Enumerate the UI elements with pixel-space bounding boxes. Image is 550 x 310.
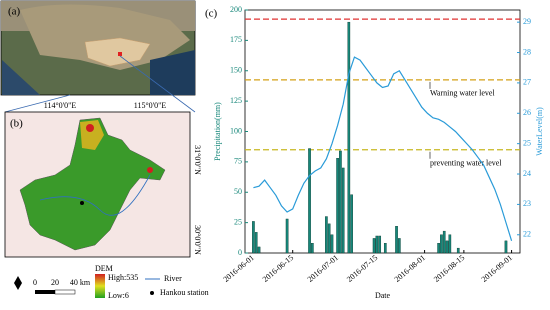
bar [350,194,353,254]
bar [285,218,289,254]
lat-label: 30°0'0"N [193,225,202,255]
y2-tick-label: 25 [523,138,531,147]
legend-title: DEM [95,264,113,273]
y-tick-label: 50 [234,187,242,196]
bar [339,150,342,254]
map-b: 114°0'0"E 115°0'0"E (b) 31°0'0"N 30°0'0"… [4,101,202,258]
bar [378,235,382,254]
map-legend: 0 20 40 km DEM High:535 Low:6 River Hank… [14,264,209,300]
bar [325,216,328,254]
x-axis-title: Date [375,291,391,300]
x-tick-label: 2016-08-15 [432,253,466,284]
y2-tick-label: 28 [523,47,531,56]
y2-axis-title: WaterLevel(m) [535,107,544,156]
legend-label: Low:6 [108,291,129,300]
y2-tick-label: 29 [523,17,531,26]
bar [252,221,255,254]
bar [383,243,387,254]
lon-label: 114°0'0"E [44,101,77,110]
scale-label: 0 [33,278,37,287]
panel-label: (b) [10,118,23,130]
bar [448,234,452,254]
bar [311,243,314,254]
panel-label: (a) [8,6,21,18]
y2-tick-label: 23 [523,199,531,208]
bar [440,234,443,254]
bar [437,243,440,254]
bar [347,21,351,254]
y2-tick-label: 24 [523,169,531,178]
y-tick-label: 100 [230,126,242,135]
y2-tick-label: 26 [523,108,531,117]
bar [308,148,311,254]
y-tick-label: 150 [230,66,242,75]
chart: 0 25 50 75 100 125 150 175 200 22 23 24 25 26 27 28 29 20… [213,5,544,300]
x-tick-label: 2016-06-15 [261,253,295,284]
bar [375,235,379,254]
lat-label: 31°0'0"N [193,145,202,175]
line [253,56,513,242]
annotation: Warning water level [430,89,495,98]
bar [456,247,460,254]
y-axis-title: Precipitation(mm) [213,102,222,161]
bar [336,158,339,254]
scale-label: 40 km [70,278,91,287]
plot-frame [244,9,521,254]
bar [504,240,508,254]
legend-label: River [164,274,182,283]
y-tick-label: 0 [238,248,242,257]
annotation: preventing water level [430,159,502,168]
lon-label: 115°0'0"E [134,101,167,110]
bar [341,167,345,254]
legend-label: High:535 [108,273,138,282]
bar [330,234,334,254]
legend-label: Hankou station [160,288,209,297]
bar [254,232,258,254]
y-tick-label: 175 [230,35,242,44]
y2-tick-label: 27 [523,78,531,87]
bar [372,238,376,254]
x-tick-label: 2016-09-01 [480,253,514,284]
x-tick-label: 2016-07-15 [345,253,379,284]
bar [445,240,449,254]
y-tick-label: 125 [230,96,242,105]
panel-label: (c) [205,8,218,20]
bar [442,230,446,254]
y-tick-label: 75 [234,157,242,166]
y-tick-label: 25 [234,217,242,226]
x-tick-label: 2016-06-01 [221,253,255,284]
bar [257,246,261,254]
bar [327,223,331,254]
bar [398,238,401,254]
map-a: (a) [0,0,196,96]
x-tick-label: 2016-07-01 [306,253,340,284]
x-tick-label: 2016-08-01 [393,253,427,284]
y2-tick-label: 22 [523,230,531,239]
bar [395,226,398,254]
y-tick-label: 200 [230,5,242,14]
scale-label: 20 [51,278,59,287]
